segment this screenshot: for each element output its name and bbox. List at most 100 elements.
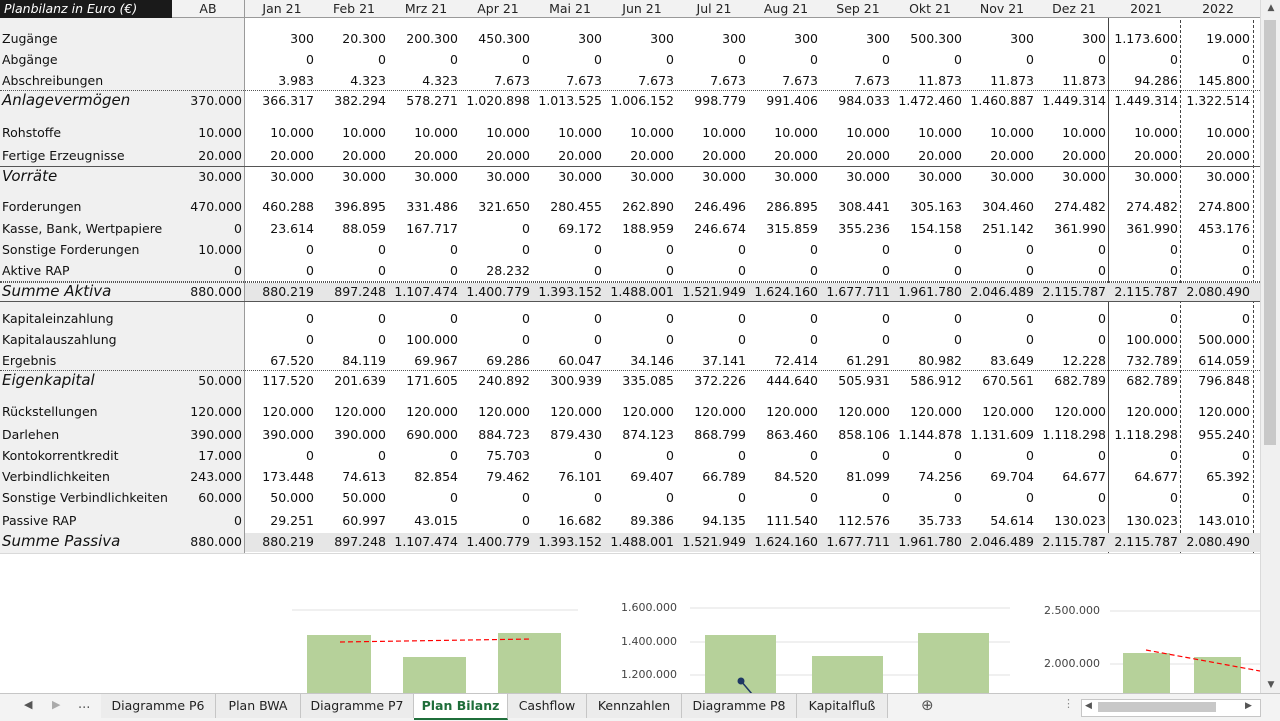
cell-value[interactable]: 0 xyxy=(882,263,890,278)
cell-value[interactable]: 578.271 xyxy=(406,93,458,108)
cell-value[interactable]: 7.673 xyxy=(566,73,602,88)
cell-value[interactable]: 2.115.787 xyxy=(1042,534,1106,549)
cell-value[interactable]: 60.997 xyxy=(342,513,386,528)
cell-value[interactable]: 0 xyxy=(954,311,962,326)
cell-value[interactable]: 0 xyxy=(666,263,674,278)
row-label[interactable]: Eigenkapital xyxy=(2,371,95,389)
cell-value[interactable]: 0 xyxy=(1098,311,1106,326)
cell-value[interactable]: 12.228 xyxy=(1062,353,1106,368)
cell-value[interactable]: 0 xyxy=(450,52,458,67)
cell-value[interactable]: 2.115.787 xyxy=(1042,284,1106,299)
cell-value[interactable]: 30.000 xyxy=(270,169,314,184)
cell-value[interactable]: 880.219 xyxy=(262,284,314,299)
cell-value[interactable]: 682.789 xyxy=(1126,373,1178,388)
cell-value[interactable]: 1.472.460 xyxy=(898,93,962,108)
cell-value[interactable]: 7.673 xyxy=(710,73,746,88)
cell-value[interactable]: 120.000 xyxy=(838,404,890,419)
cell-value[interactable]: 453.176 xyxy=(1198,221,1250,236)
cell-value[interactable]: 884.723 xyxy=(478,427,530,442)
cell-value[interactable]: 143.010 xyxy=(1198,513,1250,528)
cell-value[interactable]: 10.000 xyxy=(630,125,674,140)
cell-value[interactable]: 111.540 xyxy=(766,513,818,528)
cell-value[interactable]: 145.800 xyxy=(1198,73,1250,88)
cell-value[interactable]: 74.256 xyxy=(918,469,962,484)
cell-value[interactable]: 0 xyxy=(1242,263,1250,278)
cell-value[interactable]: 0 xyxy=(1026,52,1034,67)
cell-value[interactable]: 670.561 xyxy=(982,373,1034,388)
cell-value[interactable]: 897.248 xyxy=(334,534,386,549)
cell-value[interactable]: 120.000 xyxy=(550,404,602,419)
cell-value[interactable]: 30.000 xyxy=(918,169,962,184)
cell-value[interactable]: 0 xyxy=(306,311,314,326)
cell-value[interactable]: 0 xyxy=(234,221,242,236)
cell-value[interactable]: 0 xyxy=(594,242,602,257)
sheet-tab-diagramme-p8[interactable]: Diagramme P8 xyxy=(682,694,797,718)
cell-value[interactable]: 60.000 xyxy=(198,490,242,505)
sheet-tab-kapitalflu-[interactable]: Kapitalfluß xyxy=(797,694,888,718)
cell-value[interactable]: 20.000 xyxy=(990,148,1034,163)
cell-value[interactable]: 0 xyxy=(738,332,746,347)
cell-value[interactable]: 100.000 xyxy=(406,332,458,347)
cell-value[interactable]: 10.000 xyxy=(1206,125,1250,140)
cell-value[interactable]: 0 xyxy=(306,332,314,347)
cell-value[interactable]: 1.118.298 xyxy=(1114,427,1178,442)
cell-value[interactable]: 20.000 xyxy=(486,148,530,163)
cell-value[interactable]: 69.704 xyxy=(990,469,1034,484)
cell-value[interactable]: 89.386 xyxy=(630,513,674,528)
cell-value[interactable]: 1.006.152 xyxy=(610,93,674,108)
cell-value[interactable]: 20.000 xyxy=(702,148,746,163)
cell-value[interactable]: 0 xyxy=(810,52,818,67)
cell-value[interactable]: 30.000 xyxy=(1206,169,1250,184)
cell-value[interactable]: 0 xyxy=(1026,332,1034,347)
cell-value[interactable]: 30.000 xyxy=(846,169,890,184)
cell-value[interactable]: 614.059 xyxy=(1198,353,1250,368)
add-sheet-icon[interactable]: ⊕ xyxy=(921,696,934,714)
cell-value[interactable]: 1.488.001 xyxy=(610,284,674,299)
cell-value[interactable]: 30.000 xyxy=(414,169,458,184)
cell-value[interactable]: 20.000 xyxy=(630,148,674,163)
cell-value[interactable]: 444.640 xyxy=(766,373,818,388)
cell-value[interactable]: 0 xyxy=(1026,311,1034,326)
cell-value[interactable]: 30.000 xyxy=(342,169,386,184)
cell-value[interactable]: 991.406 xyxy=(766,93,818,108)
row-label[interactable]: Vorräte xyxy=(2,167,58,185)
cell-value[interactable]: 94.286 xyxy=(1134,73,1178,88)
cell-value[interactable]: 83.649 xyxy=(990,353,1034,368)
cell-value[interactable]: 0 xyxy=(306,448,314,463)
cell-value[interactable]: 879.430 xyxy=(550,427,602,442)
cell-value[interactable]: 84.119 xyxy=(342,353,386,368)
cell-value[interactable]: 69.407 xyxy=(630,469,674,484)
cell-value[interactable]: 460.288 xyxy=(262,199,314,214)
cell-value[interactable]: 100.000 xyxy=(1126,332,1178,347)
cell-value[interactable]: 1.107.474 xyxy=(394,534,458,549)
cell-value[interactable]: 0 xyxy=(738,311,746,326)
cell-value[interactable]: 88.059 xyxy=(342,221,386,236)
vertical-scroll-thumb[interactable] xyxy=(1264,20,1276,445)
cell-value[interactable]: 0 xyxy=(882,490,890,505)
row-label[interactable]: Verbindlichkeiten xyxy=(2,469,110,484)
row-label[interactable]: Kapitaleinzahlung xyxy=(2,311,114,326)
cell-value[interactable]: 300.939 xyxy=(550,373,602,388)
cell-value[interactable]: 2.080.490 xyxy=(1186,534,1250,549)
cell-value[interactable]: 120.000 xyxy=(1198,404,1250,419)
cell-value[interactable]: 1.013.525 xyxy=(538,93,602,108)
cell-value[interactable]: 28.232 xyxy=(486,263,530,278)
cell-value[interactable]: 120.000 xyxy=(766,404,818,419)
sheet-tab-plan-bilanz[interactable]: Plan Bilanz xyxy=(414,694,508,720)
cell-value[interactable]: 300 xyxy=(794,31,818,46)
cell-value[interactable]: 0 xyxy=(1026,263,1034,278)
cell-value[interactable]: 0 xyxy=(594,52,602,67)
cell-value[interactable]: 0 xyxy=(954,52,962,67)
row-label[interactable]: Abgänge xyxy=(2,52,58,67)
cell-value[interactable]: 366.317 xyxy=(262,93,314,108)
cell-value[interactable]: 130.023 xyxy=(1126,513,1178,528)
cell-value[interactable]: 0 xyxy=(306,52,314,67)
cell-value[interactable]: 0 xyxy=(738,448,746,463)
cell-value[interactable]: 112.576 xyxy=(838,513,890,528)
cell-value[interactable]: 0 xyxy=(306,263,314,278)
row-label[interactable]: Anlagevermögen xyxy=(2,91,131,109)
scroll-left-icon[interactable]: ◀ xyxy=(1085,701,1092,711)
cell-value[interactable]: 372.226 xyxy=(694,373,746,388)
row-label[interactable]: Sonstige Verbindlichkeiten xyxy=(2,490,168,505)
cell-value[interactable]: 0 xyxy=(810,332,818,347)
